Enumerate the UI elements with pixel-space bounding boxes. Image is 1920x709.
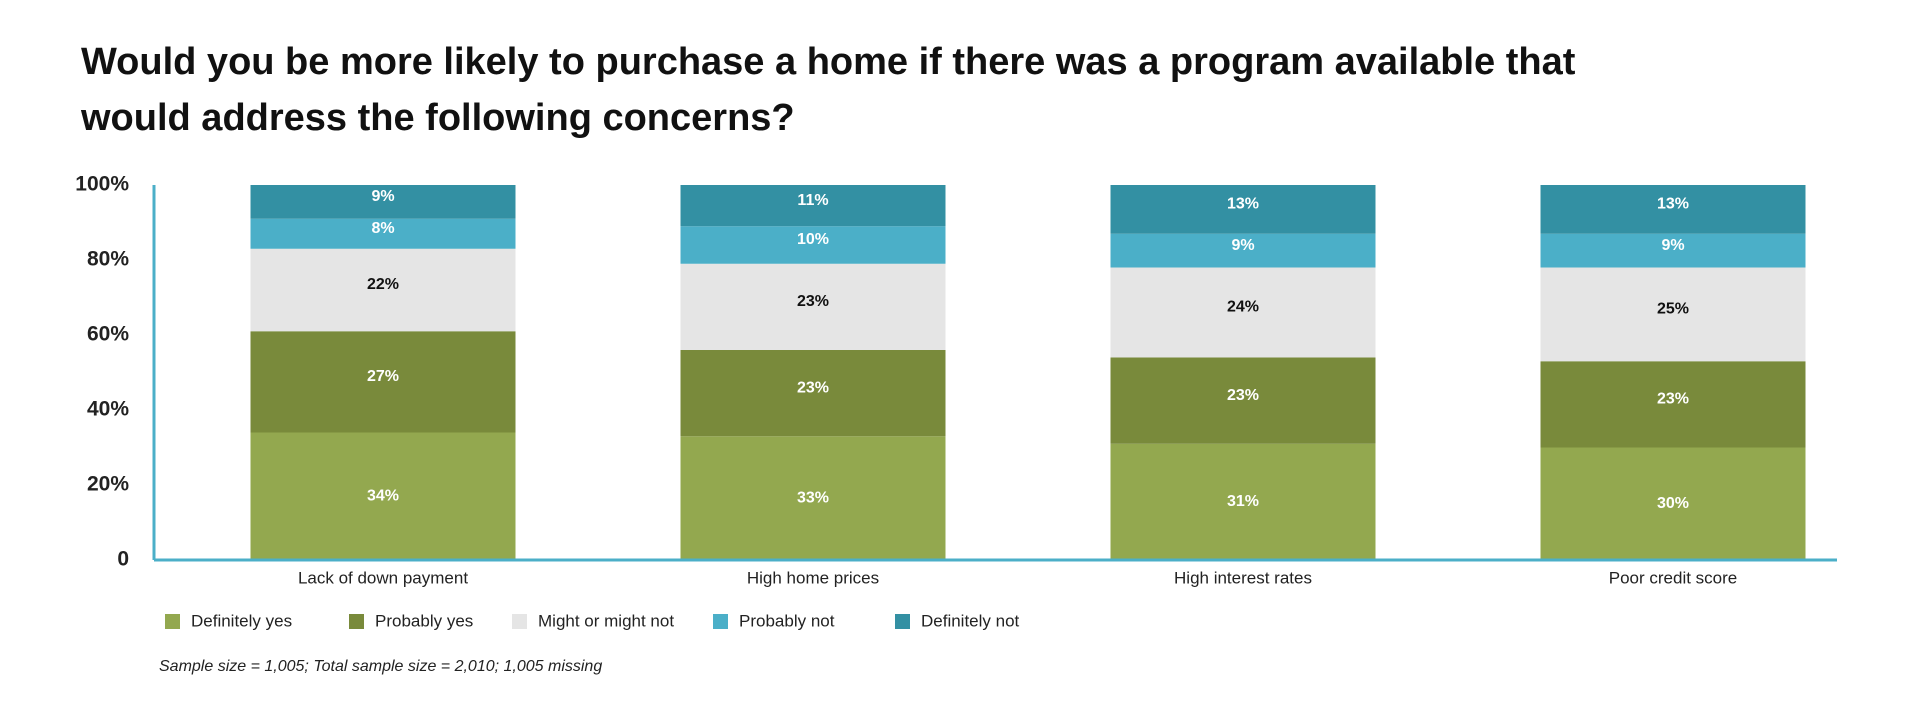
- legend-label: Probably yes: [375, 611, 473, 630]
- bar-segment: [1110, 267, 1376, 358]
- y-tick-label: 20%: [87, 473, 129, 496]
- bar-segment: [1540, 361, 1806, 448]
- bar-segment: [250, 185, 516, 219]
- x-tick-label: High home prices: [747, 568, 879, 587]
- bar-segment: [1110, 185, 1376, 234]
- data-label: 13%: [1657, 196, 1689, 213]
- data-label: 27%: [367, 368, 399, 385]
- data-label: 34%: [367, 487, 399, 504]
- legend-label: Might or might not: [538, 611, 674, 630]
- legend-swatch: [349, 614, 364, 629]
- footnote: Sample size = 1,005; Total sample size =…: [159, 658, 602, 675]
- y-tick-label: 100%: [75, 173, 129, 196]
- data-label: 8%: [371, 220, 394, 237]
- bar-segment: [250, 248, 516, 332]
- data-label: 9%: [1231, 237, 1254, 254]
- legend-label: Definitely yes: [191, 611, 292, 630]
- data-label: 22%: [367, 276, 399, 293]
- x-tick-label: Poor credit score: [1609, 568, 1738, 587]
- bar-segment: [250, 331, 516, 433]
- bar-segment: [250, 218, 516, 249]
- bar-segment: [1110, 443, 1376, 560]
- x-tick-label: High interest rates: [1174, 568, 1312, 587]
- y-tick-label: 60%: [87, 323, 129, 346]
- legend-label: Definitely not: [921, 611, 1020, 630]
- bar-segment: [680, 185, 946, 227]
- bar-segment: [1540, 447, 1806, 560]
- data-label: 31%: [1227, 493, 1259, 510]
- bar-segment: [680, 263, 946, 350]
- chart-title: Would you be more likely to purchase a h…: [80, 41, 1576, 139]
- data-label: 23%: [1657, 391, 1689, 408]
- data-label: 30%: [1657, 495, 1689, 512]
- bar-segment: [1540, 267, 1806, 362]
- x-tick-label: Lack of down payment: [298, 568, 468, 587]
- y-tick-label: 40%: [87, 398, 129, 421]
- data-label: 10%: [797, 231, 829, 248]
- data-label: 23%: [797, 293, 829, 310]
- data-label: 25%: [1657, 301, 1689, 318]
- y-tick-label: 0: [117, 548, 129, 571]
- data-label: 23%: [1227, 387, 1259, 404]
- data-label: 23%: [797, 379, 829, 396]
- bar-segment: [1110, 357, 1376, 444]
- data-label: 33%: [797, 489, 829, 506]
- bar-segment: [680, 226, 946, 264]
- bar-segment: [680, 350, 946, 437]
- data-label: 9%: [371, 188, 394, 205]
- data-label: 24%: [1227, 299, 1259, 316]
- data-label: 9%: [1661, 237, 1684, 254]
- legend-swatch: [165, 614, 180, 629]
- bar-segment: [1540, 185, 1806, 234]
- y-tick-label: 80%: [87, 248, 129, 271]
- data-label: 13%: [1227, 196, 1259, 213]
- bar-segment: [250, 432, 516, 560]
- legend-swatch: [512, 614, 527, 629]
- data-label: 11%: [797, 192, 828, 209]
- legend-label: Probably not: [739, 611, 835, 630]
- legend-swatch: [895, 614, 910, 629]
- bar-segment: [1540, 233, 1806, 268]
- legend-swatch: [713, 614, 728, 629]
- bar-segment: [1110, 233, 1376, 268]
- bar-segment: [680, 436, 946, 560]
